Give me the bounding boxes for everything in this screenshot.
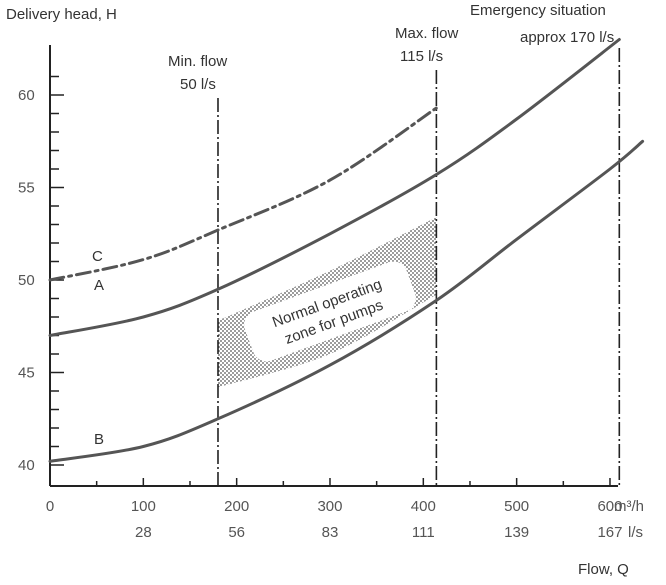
x-tick-label: 200 <box>224 498 249 515</box>
min-flow-value: 50 l/s <box>180 76 216 93</box>
y-tick-label: 40 <box>18 457 35 474</box>
y-axis-label: Delivery head, H <box>6 6 117 23</box>
x-tick-sublabel: 28 <box>135 524 152 541</box>
x-tick-label: 300 <box>317 498 342 515</box>
y-tick-label: 60 <box>18 87 35 104</box>
x-tick-sublabel: 139 <box>504 524 529 541</box>
curve-label-a: A <box>94 277 104 294</box>
x-tick-label: 600 <box>597 498 622 515</box>
curve-a <box>48 38 621 337</box>
max-flow-label: Max. flow <box>395 25 459 42</box>
x-unit-secondary: l/s <box>628 524 643 541</box>
x-tick-sublabel: 167 <box>597 524 622 541</box>
curve-b <box>48 139 645 463</box>
max-flow-value: 115 l/s <box>400 48 443 65</box>
y-tick-label: 50 <box>18 272 35 289</box>
x-tick-label: 500 <box>504 498 529 515</box>
zone-label-panel <box>244 261 416 362</box>
curve-label-c: C <box>92 248 103 265</box>
curve-label-b: B <box>94 431 104 448</box>
x-tick-label: 0 <box>46 498 54 515</box>
emergency-label: Emergency situation <box>470 2 606 19</box>
x-unit-primary: m³/h <box>614 498 644 515</box>
x-tick-label: 100 <box>131 498 156 515</box>
x-tick-sublabel: 111 <box>412 524 435 541</box>
emergency-value: approx 170 l/s <box>520 29 614 46</box>
x-tick-label: 400 <box>411 498 436 515</box>
x-tick-sublabel: 83 <box>322 524 339 541</box>
min-flow-label: Min. flow <box>168 53 227 70</box>
y-tick-label: 45 <box>18 365 35 382</box>
curve-c <box>48 106 438 282</box>
y-tick-label: 55 <box>18 180 35 197</box>
x-axis-label: Flow, Q <box>578 561 629 578</box>
x-tick-sublabel: 56 <box>228 524 245 541</box>
